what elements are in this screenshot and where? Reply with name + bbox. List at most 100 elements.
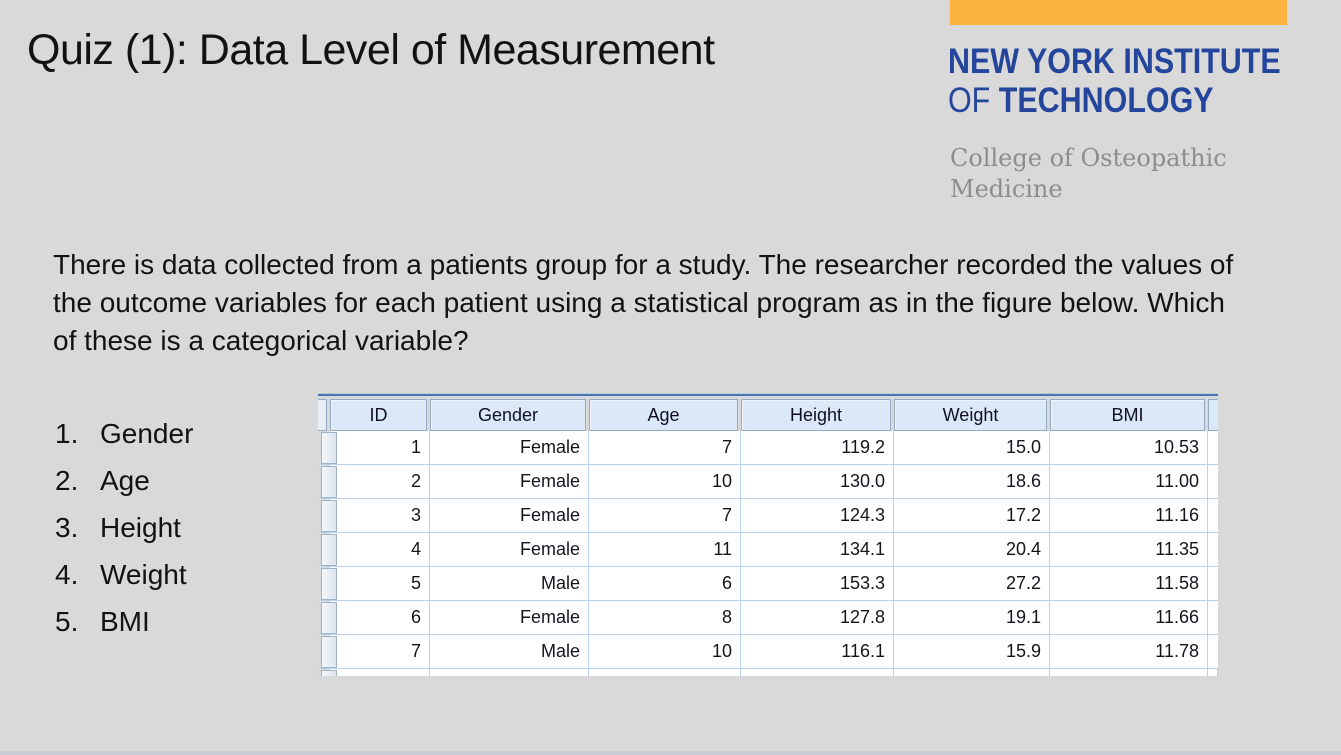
column-header-gender: Gender bbox=[430, 399, 586, 431]
cell-bmi: 11.16 bbox=[1050, 499, 1208, 533]
cell-height: 116.1 bbox=[741, 635, 894, 669]
row-selector-stub bbox=[318, 567, 337, 601]
table-corner-stub bbox=[318, 399, 327, 431]
cell-gender: Female bbox=[430, 465, 589, 499]
option-number: 5. bbox=[55, 605, 79, 637]
cell-weight: 20.4 bbox=[894, 533, 1050, 567]
option-item: 4. Weight bbox=[55, 551, 305, 598]
cell-age: 10 bbox=[589, 635, 741, 669]
cell-id: 5 bbox=[330, 567, 430, 601]
table-top-border bbox=[318, 393, 1218, 397]
cell-age: 7 bbox=[589, 431, 741, 465]
cell-bmi: 11.35 bbox=[1050, 533, 1208, 567]
logo-of-text: OF bbox=[948, 81, 991, 120]
option-number: 2. bbox=[55, 464, 79, 496]
table-row: 6 Female 8 127.8 19.1 11.66 bbox=[318, 601, 1218, 635]
cell-gender: Female bbox=[430, 499, 589, 533]
row-selector-stub bbox=[318, 533, 337, 567]
option-number: 1. bbox=[55, 417, 79, 449]
logo-college-text: College of Osteopathic Medicine bbox=[950, 144, 1227, 203]
cell-age: 10 bbox=[589, 465, 741, 499]
row-cut-stub bbox=[1208, 499, 1218, 533]
table-cutoff-row bbox=[318, 669, 1218, 676]
column-header-age: Age bbox=[589, 399, 738, 431]
option-number: 3. bbox=[55, 511, 79, 543]
header-cut-stub bbox=[1208, 399, 1218, 431]
table-row: 4 Female 11 134.1 20.4 11.35 bbox=[318, 533, 1218, 567]
cell-bmi: 11.78 bbox=[1050, 635, 1208, 669]
cell-id: 6 bbox=[330, 601, 430, 635]
cell-bmi: 11.00 bbox=[1050, 465, 1208, 499]
cell-age: 6 bbox=[589, 567, 741, 601]
cell-bmi: 10.53 bbox=[1050, 431, 1208, 465]
row-selector-stub bbox=[318, 499, 337, 533]
table-header-row: ID Gender Age Height Weight BMI bbox=[318, 397, 1218, 431]
cell-id: 2 bbox=[330, 465, 430, 499]
option-label: Age bbox=[100, 464, 150, 496]
column-header-height: Height bbox=[741, 399, 891, 431]
option-item: 2. Age bbox=[55, 457, 305, 504]
option-item: 3. Height bbox=[55, 504, 305, 551]
cell-age: 8 bbox=[589, 601, 741, 635]
data-table: ID Gender Age Height Weight BMI 1 Female… bbox=[318, 393, 1218, 676]
column-header-weight: Weight bbox=[894, 399, 1047, 431]
cell-height: 124.3 bbox=[741, 499, 894, 533]
table-row: 1 Female 7 119.2 15.0 10.53 bbox=[318, 431, 1218, 465]
question-text: There is data collected from a patients … bbox=[53, 249, 1234, 356]
option-item: 5. BMI bbox=[55, 598, 305, 645]
cell-weight: 15.0 bbox=[894, 431, 1050, 465]
cell-weight: 19.1 bbox=[894, 601, 1050, 635]
cell-weight: 15.9 bbox=[894, 635, 1050, 669]
table-row: 2 Female 10 130.0 18.6 11.00 bbox=[318, 465, 1218, 499]
table-row: 3 Female 7 124.3 17.2 11.16 bbox=[318, 499, 1218, 533]
option-label: Gender bbox=[100, 417, 194, 449]
row-cut-stub bbox=[1208, 431, 1218, 465]
cell-height: 134.1 bbox=[741, 533, 894, 567]
logo-text-line1: NEW YORK INSTITUTE bbox=[948, 42, 1281, 81]
row-selector-stub bbox=[318, 431, 337, 465]
row-selector-stub bbox=[318, 465, 337, 499]
cell-id: 3 bbox=[330, 499, 430, 533]
cell-height: 119.2 bbox=[741, 431, 894, 465]
row-selector-stub bbox=[318, 635, 337, 669]
cell-gender: Male bbox=[430, 567, 589, 601]
column-header-bmi: BMI bbox=[1050, 399, 1205, 431]
cell-height: 130.0 bbox=[741, 465, 894, 499]
cell-weight: 27.2 bbox=[894, 567, 1050, 601]
row-cut-stub bbox=[1208, 601, 1218, 635]
cell-weight: 18.6 bbox=[894, 465, 1050, 499]
cell-age: 11 bbox=[589, 533, 741, 567]
cell-id: 7 bbox=[330, 635, 430, 669]
row-cut-stub bbox=[1208, 465, 1218, 499]
option-label: Height bbox=[100, 511, 181, 543]
row-cut-stub bbox=[1208, 533, 1218, 567]
table-row: 5 Male 6 153.3 27.2 11.58 bbox=[318, 567, 1218, 601]
row-selector-stub bbox=[318, 601, 337, 635]
cell-gender: Female bbox=[430, 431, 589, 465]
option-label: Weight bbox=[100, 558, 187, 590]
cell-bmi: 11.66 bbox=[1050, 601, 1208, 635]
table-row: 7 Male 10 116.1 15.9 11.78 bbox=[318, 635, 1218, 669]
row-cut-stub bbox=[1208, 635, 1218, 669]
logo-text-line2: OF TECHNOLOGY bbox=[948, 81, 1214, 121]
page-title: Quiz (1): Data Level of Measurement bbox=[27, 26, 715, 74]
cell-gender: Male bbox=[430, 635, 589, 669]
column-header-id: ID bbox=[330, 399, 427, 431]
cell-weight: 17.2 bbox=[894, 499, 1050, 533]
row-cut-stub bbox=[1208, 567, 1218, 601]
cell-bmi: 11.58 bbox=[1050, 567, 1208, 601]
cell-id: 1 bbox=[330, 431, 430, 465]
option-item: 1. Gender bbox=[55, 410, 305, 457]
cell-gender: Female bbox=[430, 601, 589, 635]
option-label: BMI bbox=[100, 605, 150, 637]
row-selector-stub bbox=[318, 669, 337, 676]
cell-gender: Female bbox=[430, 533, 589, 567]
slide-bottom-edge bbox=[0, 751, 1341, 755]
cell-id: 4 bbox=[330, 533, 430, 567]
cell-height: 127.8 bbox=[741, 601, 894, 635]
option-number: 4. bbox=[55, 558, 79, 590]
options-list: 1. Gender 2. Age 3. Height 4. Weight 5. … bbox=[55, 410, 305, 645]
logo-technology-text: TECHNOLOGY bbox=[998, 81, 1214, 120]
cell-height: 153.3 bbox=[741, 567, 894, 601]
